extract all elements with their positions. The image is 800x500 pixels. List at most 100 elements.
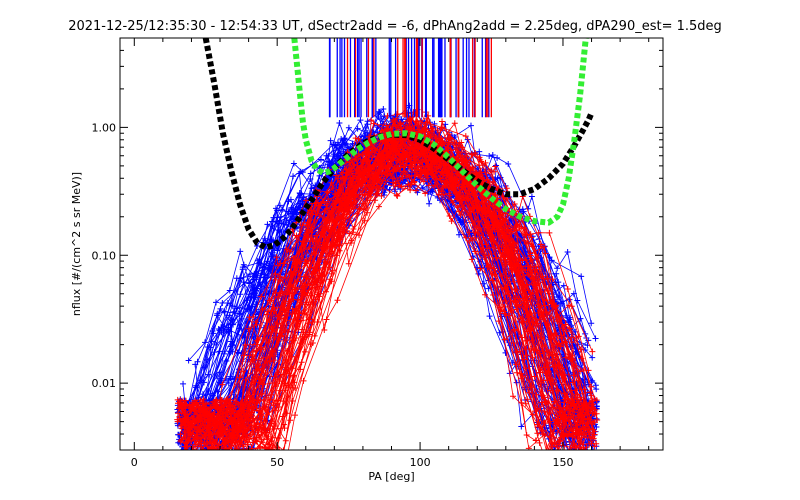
- data-point: [345, 124, 352, 131]
- data-point: [211, 450, 217, 456]
- data-point: [198, 440, 205, 447]
- data-point: [407, 158, 414, 165]
- data-point: [219, 300, 226, 307]
- data-point: [362, 124, 369, 131]
- data-point: [592, 382, 599, 389]
- data-point: [383, 122, 390, 129]
- data-point: [229, 456, 235, 462]
- data-point: [321, 327, 328, 334]
- data-point: [348, 239, 355, 246]
- data-point: [182, 397, 189, 404]
- data-point: [505, 160, 512, 167]
- data-point: [575, 333, 582, 340]
- data-point: [406, 124, 413, 131]
- data-point: [489, 234, 496, 241]
- data-point: [298, 245, 305, 252]
- data-point: [413, 118, 420, 125]
- data-point: [528, 345, 535, 352]
- x-axis-label: PA [deg]: [368, 470, 414, 483]
- data-point: [448, 218, 455, 225]
- data-point: [472, 149, 479, 156]
- data-point: [592, 406, 599, 413]
- data-point: [279, 332, 286, 339]
- data-point: [277, 290, 284, 297]
- data-point: [209, 449, 211, 450]
- data-point: [220, 327, 227, 334]
- data-point: [306, 244, 313, 251]
- data-point: [324, 189, 331, 196]
- data-point: [484, 245, 491, 252]
- data-point: [289, 384, 296, 391]
- data-point: [566, 325, 573, 332]
- data-point: [503, 232, 510, 239]
- data-point: [201, 432, 208, 439]
- data-point: [304, 275, 311, 282]
- data-point: [175, 410, 181, 417]
- data-point: [582, 450, 588, 456]
- data-point: [191, 448, 193, 450]
- data-point: [377, 109, 384, 116]
- data-point: [420, 178, 427, 185]
- data-point: [229, 452, 235, 458]
- data-point: [298, 190, 305, 197]
- data-point: [486, 313, 493, 320]
- data-point: [529, 272, 536, 279]
- data-point: [316, 258, 323, 265]
- data-point: [251, 290, 258, 297]
- data-point: [290, 257, 297, 264]
- data-point: [273, 254, 280, 261]
- data-point: [354, 125, 361, 132]
- data-point: [242, 376, 249, 383]
- data-point: [232, 398, 239, 405]
- data-point: [271, 304, 278, 311]
- data-point: [513, 349, 520, 356]
- data-point: [375, 185, 382, 192]
- data-point: [518, 423, 525, 430]
- data-point: [192, 452, 198, 458]
- data-point: [210, 396, 217, 403]
- data-point: [262, 370, 269, 377]
- data-point: [591, 451, 597, 457]
- data-point: [269, 352, 276, 359]
- data-point: [419, 185, 426, 192]
- vertical-markers: [328, 38, 493, 118]
- data-point: [206, 452, 212, 458]
- data-point: [526, 389, 533, 396]
- data-point: [189, 399, 196, 406]
- data-point: [422, 190, 429, 197]
- data-point: [454, 170, 461, 177]
- data-point: [512, 263, 519, 270]
- data-point: [257, 443, 264, 450]
- data-point: [476, 148, 483, 155]
- data-point: [556, 404, 563, 411]
- trace-line: [241, 125, 592, 440]
- data-point: [378, 193, 385, 200]
- data-point: [419, 157, 426, 164]
- data-point: [323, 202, 330, 209]
- data-point: [266, 441, 273, 448]
- data-point: [214, 388, 221, 395]
- data-point: [450, 178, 457, 185]
- data-point: [281, 307, 288, 314]
- data-point: [533, 263, 540, 270]
- data-point: [412, 187, 419, 194]
- data-point: [270, 214, 277, 221]
- data-point: [475, 218, 482, 225]
- data-point: [543, 308, 550, 315]
- chart-title: 2021-12-25/12:35:30 - 12:54:33 UT, dSect…: [68, 19, 722, 34]
- data-point: [573, 449, 575, 450]
- data-point: [221, 452, 227, 458]
- data-point: [522, 400, 529, 407]
- data-point: [251, 451, 257, 457]
- data-point: [570, 372, 577, 379]
- data-point: [290, 173, 297, 180]
- data-point: [282, 274, 289, 281]
- data-point: [227, 373, 234, 380]
- data-point: [548, 349, 555, 356]
- data-point: [246, 314, 253, 321]
- data-point: [568, 448, 570, 450]
- data-point: [549, 356, 556, 362]
- data-point: [478, 158, 485, 165]
- data-point: [546, 229, 553, 236]
- data-point: [212, 452, 218, 458]
